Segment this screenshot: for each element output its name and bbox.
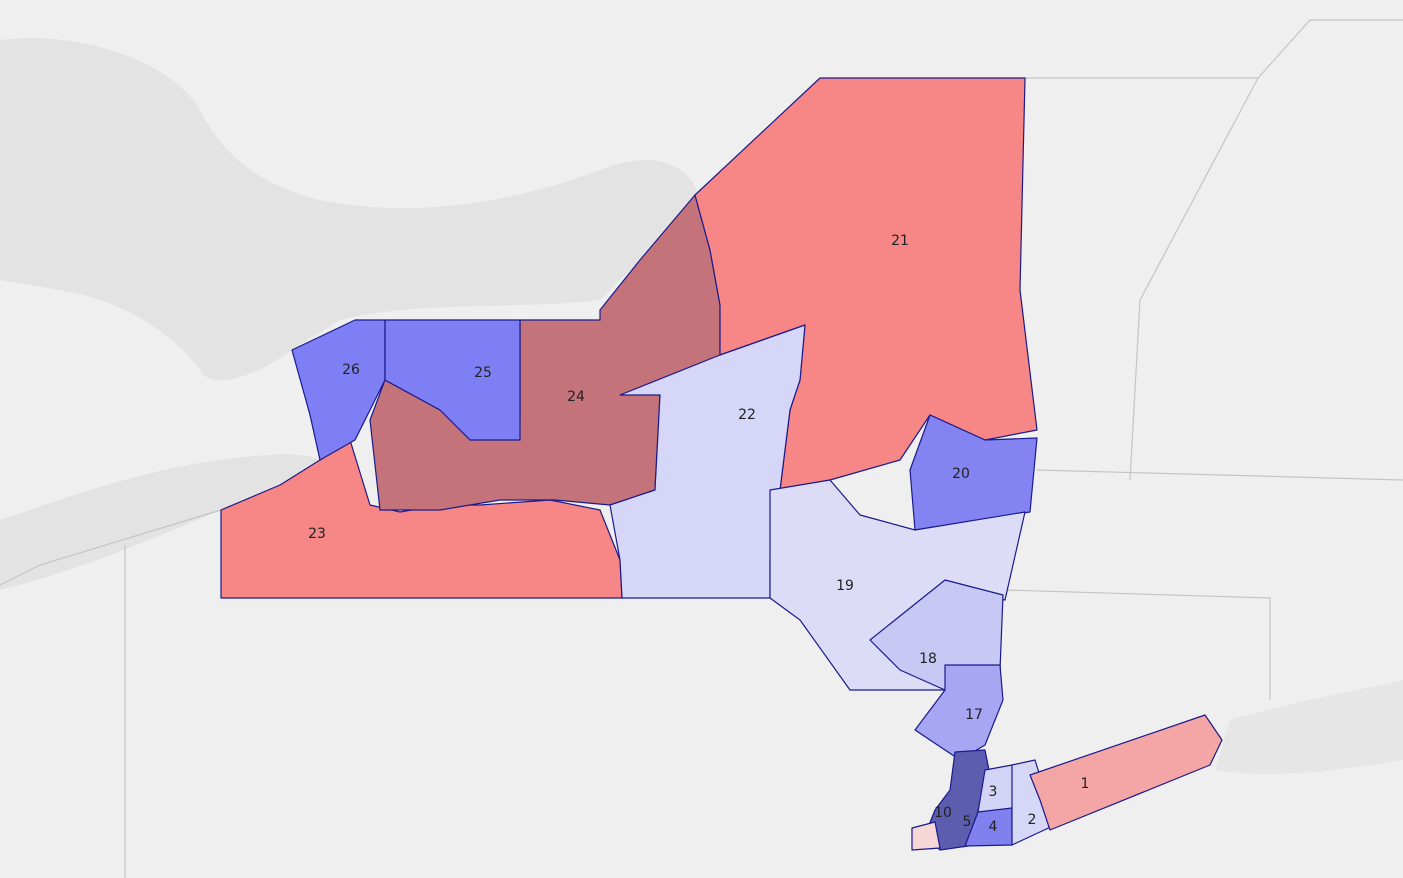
district-label: 19 [836, 578, 854, 594]
district-labels: 26 25 24 23 22 21 20 19 18 17 1 2 3 4 5 … [308, 233, 1089, 835]
district-label: 18 [919, 651, 937, 667]
state-border [0, 509, 222, 586]
district-label: 22 [738, 407, 756, 423]
district-26 [291, 319, 386, 461]
district-label: 1 [1081, 776, 1090, 792]
district-label: 3 [989, 784, 998, 800]
district-label: 23 [308, 526, 326, 542]
state-border [1004, 589, 1271, 700]
district-25 [384, 319, 521, 441]
state-border [1025, 19, 1403, 79]
district-label: 26 [342, 362, 360, 378]
district-label: 20 [952, 466, 970, 482]
district-label: 17 [965, 707, 983, 723]
district-label: 4 [989, 819, 998, 835]
state-border [1036, 469, 1403, 481]
district-label: 21 [891, 233, 909, 249]
lake-erie [0, 454, 320, 590]
district-label: 2 [1028, 812, 1037, 828]
sound [1215, 680, 1403, 775]
district-1 [1029, 714, 1223, 831]
district-label: 5 [963, 814, 972, 830]
districts [220, 77, 1223, 851]
state-border [1129, 77, 1259, 481]
district-label: 10 [934, 805, 952, 821]
district-label: 24 [567, 389, 585, 405]
lake-ontario-region [0, 38, 700, 381]
district-label: 25 [474, 365, 492, 381]
district-11 [911, 821, 941, 851]
district-20 [909, 414, 1038, 531]
